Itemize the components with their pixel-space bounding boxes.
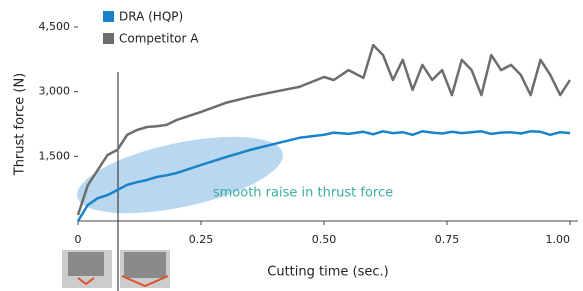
x-axis-label: Cutting time (sec.) [267, 265, 388, 280]
y-axis-label: Thrust force (N) [13, 73, 28, 177]
x-tick-label: 1.00 [546, 233, 571, 246]
legend-swatch [103, 11, 114, 22]
highlight-ellipse [71, 122, 290, 228]
legend-label: Competitor A [119, 32, 199, 46]
y-tick-label: 4,500 [39, 20, 71, 33]
thumbnail [62, 250, 170, 288]
x-tick-label: 0 [75, 233, 82, 246]
y-tick-label: 1,500 [39, 149, 71, 162]
legend-swatch [103, 33, 114, 44]
legend-label: DRA (HQP) [119, 10, 183, 24]
chart: smooth raise in thrust force Cutting tim… [0, 0, 583, 291]
x-tick-label: 0.50 [312, 233, 337, 246]
y-tick-label: 3,000 [39, 85, 71, 98]
annotation: smooth raise in thrust force [213, 186, 393, 201]
x-tick-label: 0.25 [189, 233, 214, 246]
x-tick-label: 0.75 [435, 233, 460, 246]
